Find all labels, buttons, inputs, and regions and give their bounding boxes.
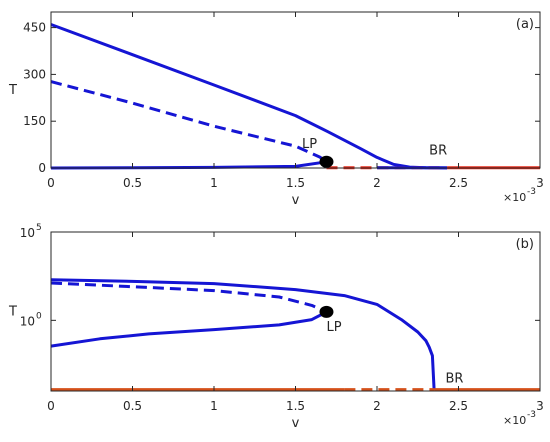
lp-marker [319, 155, 334, 168]
x-axis-multiplier: ×10 [503, 191, 526, 204]
x-axis-label: v [292, 193, 300, 208]
annotation-br: BR [445, 372, 463, 387]
y-tick-label: 300 [23, 67, 46, 81]
x-tick-label: 0.5 [123, 176, 142, 190]
x-tick-label: 2.5 [449, 176, 468, 190]
x-axis-multiplier-exponent: -3 [527, 187, 536, 197]
y-tick-label-exponent: 5 [36, 223, 42, 233]
x-tick-label: 0 [47, 176, 55, 190]
series-line-1 [50, 80, 328, 164]
x-axis-label: v [292, 416, 300, 431]
x-tick-label: 2 [373, 399, 381, 413]
x-tick-label: 3 [536, 176, 544, 190]
y-axis-label: T [8, 305, 17, 320]
x-tick-label: 0.5 [123, 399, 142, 413]
y-tick-label: 450 [23, 21, 46, 35]
x-tick-label: 1 [210, 399, 218, 413]
x-axis-multiplier-exponent: -3 [527, 410, 536, 420]
x-tick-label: 2 [373, 176, 381, 190]
x-tick-label: 1.5 [286, 176, 305, 190]
series-line-2 [50, 310, 328, 348]
series-line-1 [50, 281, 328, 314]
y-tick-label-base: 10 [20, 314, 35, 328]
annotation-br: BR [429, 143, 447, 158]
panel-a: 0 0.5 1 1.5 2 2.5 3 0 150 300 450 v T ×10 -3 (a) LP BR [8, 11, 544, 208]
y-tick-label: 0 [38, 161, 46, 175]
x-tick-label: 3 [536, 399, 544, 413]
y-tick-label-base: 10 [20, 226, 35, 240]
y-tick-label: 150 [23, 114, 46, 128]
annotation-lp: LP [302, 137, 317, 152]
series-line-0 [50, 278, 436, 390]
x-tick-label: 1 [210, 176, 218, 190]
lp-marker [319, 305, 334, 318]
y-tick-label-exponent: 0 [36, 311, 42, 321]
y-axis-label: T [8, 83, 17, 98]
x-tick-label: 2.5 [449, 399, 468, 413]
x-axis-multiplier: ×10 [503, 414, 526, 427]
x-tick-label: 1.5 [286, 399, 305, 413]
panel-label: (b) [516, 237, 534, 252]
x-tick-label: 0 [47, 399, 55, 413]
panel-label: (a) [516, 17, 534, 32]
annotation-lp: LP [326, 320, 341, 335]
